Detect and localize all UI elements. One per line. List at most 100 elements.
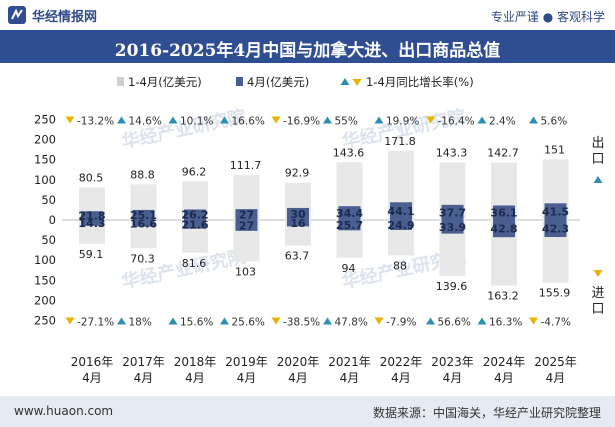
x-category-label-year: 2018年 xyxy=(174,355,217,369)
legend-swatch-cumulative xyxy=(117,77,124,86)
import-growth-arrow-icon xyxy=(220,317,229,325)
export-cumulative-label: 111.7 xyxy=(230,159,262,172)
x-category-label-year: 2020年 xyxy=(277,355,320,369)
export-growth-label: -16.9% xyxy=(283,116,320,128)
y-tick-label: 250 xyxy=(34,113,56,127)
import-april-label: 42.3 xyxy=(542,223,569,236)
export-growth-label: -13.2% xyxy=(77,116,114,128)
import-growth-label: -4.7% xyxy=(541,317,571,329)
export-april-bar xyxy=(132,209,155,220)
export-growth-label: 14.6% xyxy=(129,116,162,128)
chart-title: 2016-2025年4月中国与加拿大进、出口商品总值 xyxy=(114,41,501,61)
brand-name: 华经情报网 xyxy=(32,10,98,25)
legend-label-april: 4月(亿美元) xyxy=(247,75,309,89)
import-april-bar xyxy=(287,220,309,227)
import-growth-arrow-icon xyxy=(117,317,126,325)
export-growth-label: 5.6% xyxy=(541,116,568,128)
import-growth-label: 25.6% xyxy=(232,317,265,329)
x-category-label-year: 2023年 xyxy=(431,355,474,369)
legend-down-arrow-icon xyxy=(352,79,362,86)
x-category-label-year: 2019年 xyxy=(225,355,268,369)
x-category-label-month: 4月 xyxy=(288,371,308,385)
import-cumulative-label: 94 xyxy=(342,262,356,275)
data-source: 数据来源：中国海关，华经产业研究院整理 xyxy=(372,406,601,420)
export-cumulative-label: 92.9 xyxy=(285,167,310,180)
import-growth-arrow-icon xyxy=(477,317,487,325)
export-april-bar xyxy=(390,202,412,220)
import-growth-label: 18% xyxy=(129,317,152,329)
legend-up-arrow-icon xyxy=(340,78,350,85)
import-growth-arrow-icon xyxy=(426,317,435,325)
export-april-bar xyxy=(441,204,464,220)
import-cumulative-bar xyxy=(79,220,105,244)
export-growth-label: 16.6% xyxy=(232,116,265,128)
export-cumulative-label: 142.7 xyxy=(487,147,519,160)
x-category-label-year: 2021年 xyxy=(328,355,371,369)
y-tick-label: 200 xyxy=(34,293,56,307)
import-cumulative-label: 63.7 xyxy=(285,250,310,263)
tagline: 专业严谨 ● 客观科学 xyxy=(490,10,605,24)
import-growth-arrow-icon xyxy=(323,317,332,325)
export-growth-arrow-icon xyxy=(220,116,229,124)
export-cumulative-label: 96.2 xyxy=(182,165,207,178)
export-growth-arrow-icon xyxy=(374,116,384,124)
import-april-bar xyxy=(81,220,103,226)
export-april-bar xyxy=(287,207,309,220)
side-label-import: 进 xyxy=(591,286,604,301)
export-growth-label: 19.9% xyxy=(386,116,419,128)
x-category-label-year: 2025年 xyxy=(534,355,577,369)
legend-label-cumulative: 1-4月(亿美元) xyxy=(128,75,202,89)
import-cumulative-label: 139.6 xyxy=(436,280,468,293)
x-category-label-month: 4月 xyxy=(391,371,411,385)
import-growth-arrow-icon xyxy=(271,317,281,325)
side-label-export: 口 xyxy=(591,152,604,167)
export-growth-arrow-icon xyxy=(477,116,487,124)
export-growth-arrow-icon xyxy=(426,116,435,124)
import-growth-label: 47.8% xyxy=(335,317,368,329)
export-april-label: 36.1 xyxy=(490,207,517,220)
import-april-label: 25.7 xyxy=(336,219,363,232)
export-april-label: 21.8 xyxy=(78,210,105,223)
export-april-bar xyxy=(493,205,515,220)
y-tick-label: 50 xyxy=(41,193,56,207)
website-link[interactable]: www.huaon.com xyxy=(14,404,114,418)
import-growth-label: -38.5% xyxy=(283,317,320,329)
import-cumulative-label: 59.1 xyxy=(79,248,104,261)
import-growth-label: 16.3% xyxy=(489,317,522,329)
legend-swatch-april xyxy=(236,77,243,86)
import-growth-label: -27.1% xyxy=(77,317,114,329)
import-growth-label: -7.9% xyxy=(386,317,416,329)
legend-label-growth: 1-4月同比增长率(%) xyxy=(366,75,474,89)
export-april-bar xyxy=(184,209,206,220)
x-category-label-month: 4月 xyxy=(494,371,514,385)
x-category-label-month: 4月 xyxy=(82,371,102,385)
export-growth-arrow-icon xyxy=(117,116,126,124)
export-growth-arrow-icon xyxy=(65,116,75,124)
import-april-bar xyxy=(338,220,361,231)
import-growth-arrow-icon xyxy=(529,317,538,325)
y-tick-label: 0 xyxy=(49,213,56,227)
y-tick-label: 100 xyxy=(34,173,56,187)
x-category-label-month: 4月 xyxy=(185,371,205,385)
y-tick-label: 150 xyxy=(34,273,56,287)
y-tick-label: 200 xyxy=(34,133,56,147)
export-april-label: 34.4 xyxy=(336,207,363,220)
import-cumulative-label: 70.3 xyxy=(130,252,155,265)
export-april-label: 41.5 xyxy=(542,206,569,219)
import-growth-arrow-icon xyxy=(168,317,178,325)
import-growth-arrow-icon xyxy=(65,317,75,325)
footer-band xyxy=(0,396,615,427)
export-april-bar xyxy=(81,211,103,220)
export-growth-arrow-icon xyxy=(529,116,538,124)
export-april-label: 27 xyxy=(239,209,254,222)
import-april-label: 16.6 xyxy=(130,217,157,230)
import-april-bar xyxy=(132,220,155,227)
chart: 1-4月(亿美元) 4月(亿美元) 1-4月同比增长率(%) 250 200 150 100… xyxy=(34,75,604,385)
import-april-label: 21.6 xyxy=(181,218,208,231)
export-april-bar xyxy=(235,209,258,220)
import-growth-label: 15.6% xyxy=(180,317,213,329)
x-category-label-year: 2022年 xyxy=(380,355,423,369)
export-april-label: 25.1 xyxy=(130,209,157,222)
export-cumulative-label: 143.6 xyxy=(333,146,365,159)
export-april-bar xyxy=(338,206,361,220)
